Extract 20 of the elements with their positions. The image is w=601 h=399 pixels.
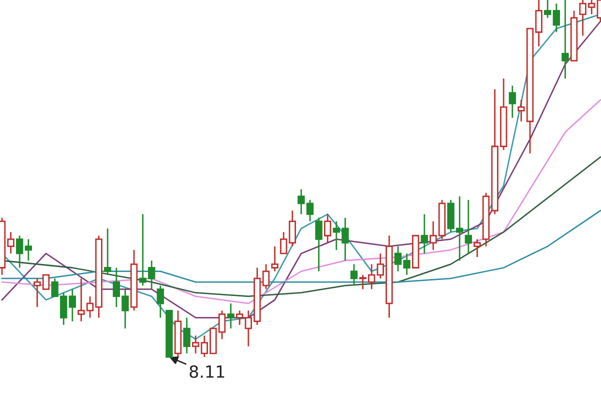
candlestick	[236, 310, 244, 326]
candlestick	[562, 0, 569, 80]
candlestick	[271, 246, 278, 272]
candlestick	[183, 317, 190, 354]
candlestick	[544, 0, 552, 19]
annotation: 8.11	[190, 365, 224, 378]
candlestick	[464, 199, 472, 254]
candlestick	[288, 210, 296, 248]
candlestick	[227, 302, 234, 330]
candlestick	[508, 84, 516, 119]
candlestick	[420, 214, 428, 254]
candlestick	[192, 334, 200, 354]
candlestick	[474, 238, 481, 258]
candlestick	[552, 2, 560, 33]
candlestick	[104, 228, 112, 276]
candlestick	[16, 234, 24, 268]
candlestick	[156, 284, 164, 318]
candlestick	[24, 238, 32, 262]
candlestick	[68, 288, 76, 322]
candlestick	[324, 214, 332, 244]
